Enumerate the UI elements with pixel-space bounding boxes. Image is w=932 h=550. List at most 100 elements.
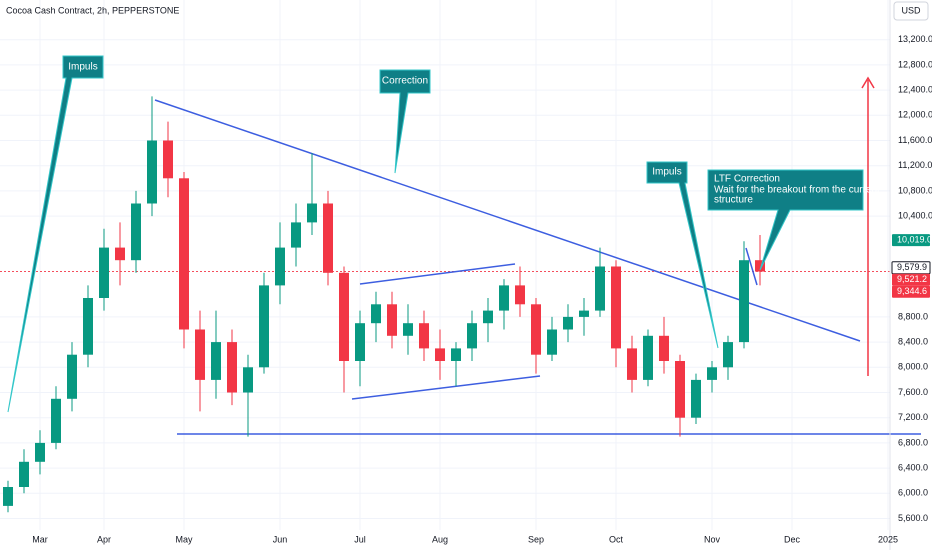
candle-body xyxy=(547,329,557,355)
price-label: 10,019.0 xyxy=(897,234,932,244)
annotation: LTF Correction xyxy=(714,174,780,185)
candle-body xyxy=(179,178,189,330)
y-tick-label: 8,400.0 xyxy=(898,336,928,346)
x-tick-label: Aug xyxy=(432,534,448,544)
x-tick-label: Jul xyxy=(354,534,366,544)
candle-body xyxy=(755,260,765,272)
candle-body xyxy=(3,486,13,506)
y-tick-label: 6,400.0 xyxy=(898,462,928,472)
candle-body xyxy=(147,140,157,204)
channel-top xyxy=(359,263,516,285)
y-tick-label: 10,800.0 xyxy=(898,185,932,195)
currency-box xyxy=(893,1,929,21)
candle-body xyxy=(291,222,301,248)
candle-body xyxy=(675,360,685,418)
candle-body xyxy=(163,140,173,179)
axis: 5,600.0 6,000.0 6,400.0 6,800.0 7,200.0 7,600… xyxy=(32,34,932,544)
callout xyxy=(379,69,431,174)
candle-body xyxy=(371,304,381,324)
candle-body xyxy=(595,266,605,311)
candle-body xyxy=(211,342,221,380)
candle-body xyxy=(483,310,493,324)
candle-body xyxy=(323,203,333,273)
x-tick-label: Mar xyxy=(32,534,48,544)
candle-body xyxy=(307,203,317,223)
x-tick-label: Jun xyxy=(273,534,288,544)
annotation: Impuls xyxy=(652,167,681,178)
channel-bottom xyxy=(351,375,541,400)
price-label-box xyxy=(892,285,930,298)
candle-body xyxy=(627,348,637,380)
candle-body xyxy=(451,348,461,361)
candle-body xyxy=(355,323,365,361)
chart-title: Cocoa Cash Contract, 2h, PEPPERSTONE xyxy=(6,5,179,15)
annotation: structure xyxy=(714,195,753,206)
annotation: Correction xyxy=(382,76,428,87)
y-tick-label: 6,800.0 xyxy=(898,437,928,447)
y-tick-label: 12,000.0 xyxy=(898,110,932,120)
y-tick-label: 8,800.0 xyxy=(898,311,928,321)
price-label-box xyxy=(892,273,930,286)
candle-body xyxy=(115,247,125,261)
candle-body xyxy=(51,398,61,443)
candle-body xyxy=(531,304,541,355)
y-tick-label: 11,600.0 xyxy=(898,135,932,145)
y-tick-label: 7,600.0 xyxy=(898,387,928,397)
candle-body xyxy=(67,354,77,399)
wedge-line xyxy=(745,247,758,286)
callouts: Impuls Correction Impuls LTF Correction … xyxy=(7,55,880,413)
price-label: 9,579.9 xyxy=(897,262,927,272)
y-tick-label: 12,800.0 xyxy=(898,59,932,69)
price-label-box xyxy=(892,234,930,247)
y-tick-label: 10,400.0 xyxy=(898,210,932,220)
y-tick-label: 12,400.0 xyxy=(898,84,932,94)
y-tick-label: 11,200.0 xyxy=(898,160,932,170)
price-label: 9,521.2 xyxy=(897,274,927,284)
candle-body xyxy=(723,342,733,368)
candle-body xyxy=(243,367,253,393)
candle-body xyxy=(643,335,653,380)
candle-body xyxy=(691,379,701,418)
x-tick-label: May xyxy=(175,534,193,544)
candle-body xyxy=(275,247,285,286)
candle-body xyxy=(499,285,509,311)
candle-body xyxy=(739,260,749,343)
x-tick-label: Apr xyxy=(97,534,111,544)
candle-body xyxy=(83,297,93,355)
x-tick-label: Oct xyxy=(609,534,624,544)
candle-body xyxy=(419,323,429,349)
candle-body xyxy=(611,266,621,349)
candle-body xyxy=(515,285,525,305)
candle-body xyxy=(659,335,669,361)
x-tick-label: Nov xyxy=(704,534,721,544)
price-label: 9,344.6 xyxy=(897,286,927,296)
callout xyxy=(707,169,864,271)
candles xyxy=(3,96,765,513)
y-tick-label: 13,200.0 xyxy=(898,34,932,44)
candle-body xyxy=(563,316,573,330)
arrow-head xyxy=(861,76,875,89)
x-tick-label: Sep xyxy=(528,534,544,544)
candle-body xyxy=(467,323,477,349)
candle-body xyxy=(387,304,397,336)
x-tick-label: Dec xyxy=(784,534,801,544)
candle-body xyxy=(707,367,717,380)
currency: USD xyxy=(901,5,921,15)
candle-body xyxy=(131,203,141,261)
candle-body xyxy=(227,342,237,393)
candle-body xyxy=(99,247,109,298)
candle-body xyxy=(195,329,205,380)
candle-body xyxy=(35,442,45,462)
x-tick-label: 2025 xyxy=(878,534,898,544)
y-tick-label: 5,600.0 xyxy=(898,513,928,523)
drawings xyxy=(154,76,921,435)
y-tick-label: 8,000.0 xyxy=(898,362,928,372)
candle-body xyxy=(579,310,589,317)
callout xyxy=(646,161,719,349)
candle-body xyxy=(19,461,29,487)
candle-body xyxy=(259,285,269,368)
y-tick-label: 7,200.0 xyxy=(898,412,928,422)
callout xyxy=(7,55,104,413)
candle-body xyxy=(403,323,413,336)
